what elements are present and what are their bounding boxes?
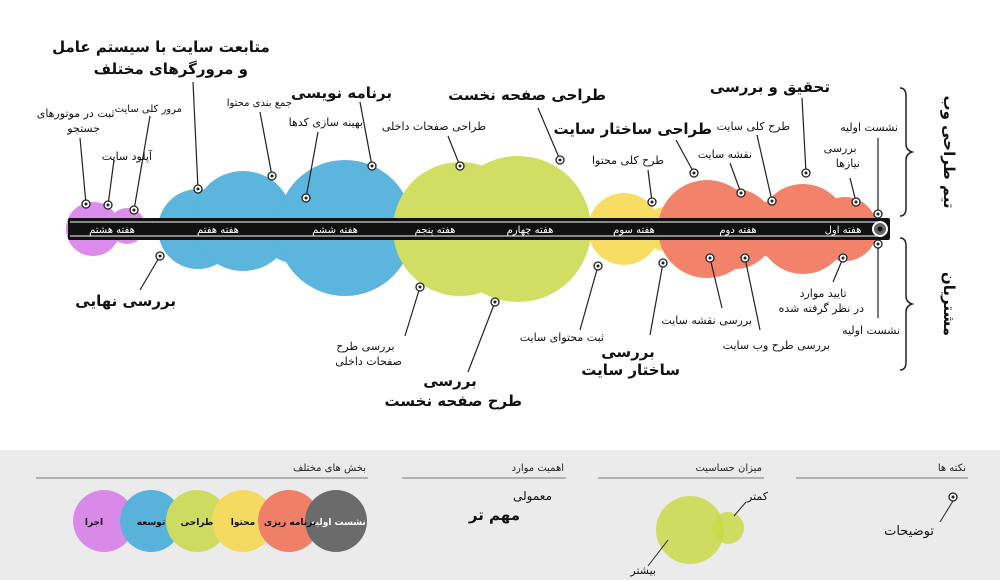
bottom-label-line: صفحات داخلی (335, 355, 402, 368)
top-label-line: نیازها (836, 157, 860, 170)
bottom-markers (155, 239, 883, 307)
top-label-line: جستجو (66, 122, 100, 135)
legend-notes-desc: توضیحات (884, 524, 934, 539)
bottom-label-line: تایید موارد (800, 287, 847, 300)
top-label: ثبت در موتورهای جستجو (37, 107, 118, 135)
top-markers (81, 155, 883, 219)
bottom-labels: نشست اولیه تایید موارد در نظر گرفته شده … (75, 287, 900, 410)
top-labels: نشست اولیه بررسی نیازها تحقیق و بررسی طر… (37, 38, 898, 170)
legend-importance-important: مهم تر (468, 506, 520, 524)
top-label: مرور کلی سایت (115, 104, 182, 115)
legend-section-label: برنامه ریزی (264, 518, 316, 528)
legend-section-label: توسعه (137, 518, 165, 528)
bottom-label-line: طرح صفحه نخست (385, 392, 523, 410)
bottom-label-line: بررسی (601, 343, 655, 361)
legend-title-sensitivity: میزان حساسیت (695, 463, 762, 474)
phase-bubbles (66, 156, 890, 302)
week-label: هفته اول (825, 225, 862, 236)
week-label: هفته هفتم (197, 225, 239, 236)
week-label: هفته چهارم (507, 225, 554, 236)
legend-swatch-execution (73, 490, 135, 552)
top-label: طرح کلی محتوا (592, 154, 664, 167)
bottom-label: بررسی طرح صفحه نخست (385, 372, 523, 410)
bottom-label: بررسی نقشه سایت (661, 314, 752, 327)
bottom-label-line: بررسی (423, 372, 477, 390)
top-label: طرح کلی سایت (717, 120, 791, 133)
bottom-leaders (139, 244, 879, 373)
timeline-axis: هفته اول هفته دوم هفته سوم هفته چهارم هف… (68, 218, 890, 240)
bottom-label: بررسی طرح صفحات داخلی (335, 340, 402, 368)
top-label: جمع بندی محتوا (227, 98, 292, 109)
top-label: بررسی نیازها (824, 142, 860, 170)
bottom-label: تایید موارد در نظر گرفته شده (779, 287, 864, 315)
top-label: برنامه نویسی (291, 84, 392, 102)
bottom-label: بررسی ساختار سایت (581, 343, 680, 379)
side-label-web-team: تیم طراحی وب (940, 96, 958, 209)
top-label: تحقیق و بررسی (710, 78, 830, 96)
side-brackets (899, 87, 915, 371)
bottom-label-line: بررسی طرح (336, 340, 394, 353)
week-label: هفته سوم (613, 225, 655, 236)
legend-section-label: طراحی (181, 518, 214, 528)
legend-importance-normal: معمولی (513, 489, 552, 504)
top-label: نشست اولیه (840, 121, 898, 134)
top-label: طراحی صفحه نخست (448, 86, 606, 104)
top-label: متابعت سایت با سیستم عامل و مرورگرهای مخ… (52, 38, 275, 78)
week-label: هفته ششم (312, 225, 358, 236)
legend-swatch-content (212, 490, 274, 552)
week-label: هفته پنجم (415, 225, 456, 236)
top-label: طراحی ساختار سایت (553, 120, 712, 138)
legend-sensitivity-large (656, 496, 724, 564)
bottom-label: نشست اولیه (842, 324, 900, 337)
legend: بخش های مختلف اهمیت موارد میزان حساسیت ن… (36, 463, 968, 577)
legend-section-label: محتوا (231, 518, 255, 528)
legend-section-label: اجرا (85, 518, 103, 528)
top-label-line: متابعت سایت با سیستم عامل (52, 38, 270, 56)
legend-swatch-planning (258, 490, 320, 552)
legend-title-importance: اهمیت موارد (512, 463, 564, 474)
bottom-label: بررسی طرح وب سایت (723, 339, 830, 352)
legend-section-swatches (73, 490, 367, 552)
legend-title-notes: نکته ها (938, 463, 966, 474)
legend-sensitivity-small (712, 512, 744, 544)
bottom-label-line: ساختار سایت (581, 361, 680, 379)
legend-swatch-intro (305, 490, 367, 552)
top-bracket (899, 87, 915, 217)
legend-title-sections: بخش های مختلف (293, 463, 366, 474)
top-label: آپلود سایت (102, 149, 153, 163)
top-label-line: بررسی (824, 142, 857, 155)
top-label-line: ثبت در موتورهای (37, 107, 115, 120)
bottom-label: بررسی نهایی (75, 292, 176, 310)
top-label: نقشه سایت (698, 148, 752, 161)
top-leaders (79, 81, 879, 214)
bottom-bracket (899, 237, 915, 371)
legend-section-label: نشست اولیه (310, 518, 366, 528)
legend-sensitivity-more: بیشتر (629, 564, 656, 577)
legend-swatch-design (166, 490, 228, 552)
top-label: بهینه سازی کدها (289, 116, 363, 129)
bottom-label: ثبت محتوای سایت (520, 331, 604, 344)
side-label-customers: مشتریان (940, 272, 958, 336)
axis-bar (68, 218, 890, 240)
bottom-label-line: در نظر گرفته شده (779, 302, 864, 315)
week-label: هفته هشتم (89, 225, 135, 236)
legend-sensitivity-less: کمتر (746, 490, 769, 503)
top-label: طراحی صفحات داخلی (382, 120, 486, 133)
top-label-line: و مرورگرهای مختلف (94, 60, 248, 78)
legend-swatch-development (120, 490, 182, 552)
week-label: هفته دوم (719, 225, 756, 236)
